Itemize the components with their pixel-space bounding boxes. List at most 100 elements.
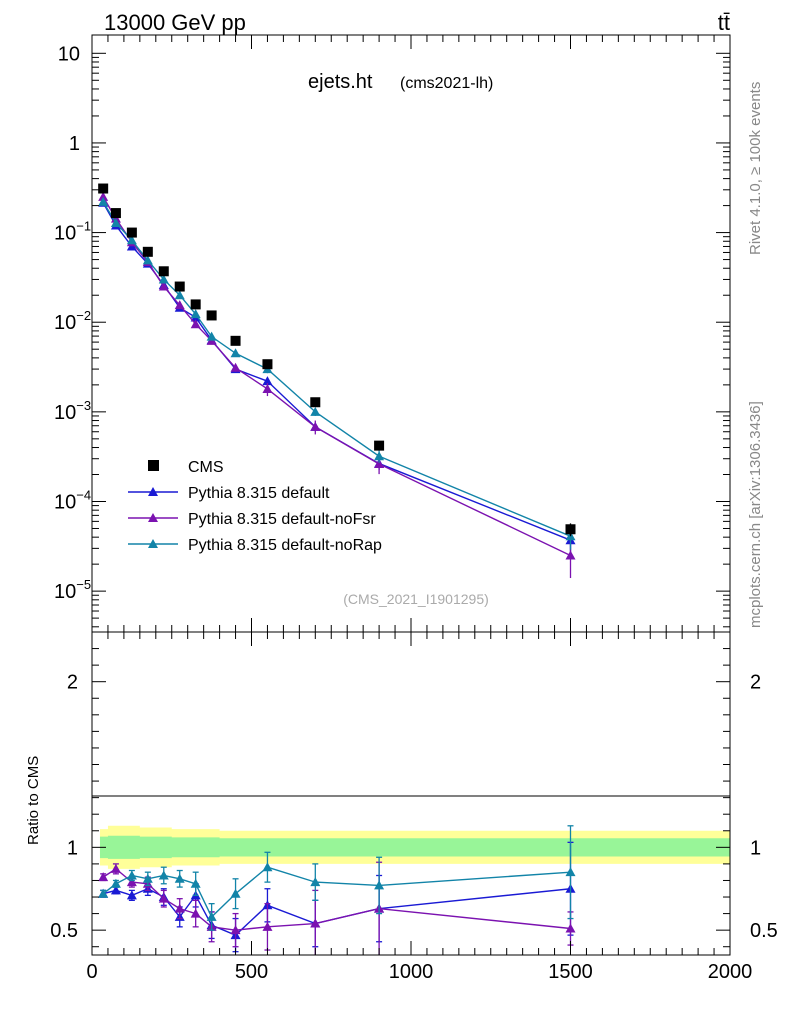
legend: CMS Pythia 8.315 default Pythia 8.315 defa… [128, 459, 382, 554]
point-noFsr [158, 281, 169, 291]
ratio-band-inner [99, 835, 731, 859]
point-data [174, 281, 185, 292]
ratio-y-tick-label: 2 [67, 672, 78, 694]
ratio-y-tick-label-right: 2 [750, 672, 761, 694]
ratio-point-noRap [142, 873, 153, 883]
main-y-tick-label: 10−1 [54, 219, 91, 245]
point-data [126, 227, 137, 238]
ratio-y-tick-label-right: 0.5 [750, 920, 778, 942]
series-line-noFsr [102, 196, 571, 557]
point-data [110, 208, 121, 219]
ratio-panel-frame [91, 631, 731, 956]
x-tick-label: 0 [86, 961, 97, 983]
ratio-point-noRap [262, 862, 273, 872]
main-axes: 10 1 10−1 10−2 10−3 10−4 10−5 [54, 35, 731, 632]
ratio-point-noRap [310, 877, 321, 887]
point-noRap [174, 290, 185, 300]
ratio-point-noRap [230, 888, 241, 898]
ratio-point-noRap [110, 878, 121, 888]
main-y-tick-label: 1 [69, 133, 80, 155]
point-noFsr [374, 458, 385, 468]
ratio-data-marks [98, 825, 576, 955]
main-y-tick-exponent: −2 [76, 308, 91, 323]
point-data [310, 397, 321, 408]
ratio-point-noRap [98, 888, 109, 898]
ratio-uncertainty-band [99, 825, 731, 869]
legend-marker-noRap [148, 539, 158, 548]
point-data [230, 335, 241, 346]
main-y-tick-label: 10−2 [54, 308, 91, 334]
ratio-point-default [126, 890, 137, 900]
ratio-line-default [102, 887, 571, 936]
ratio-y-tick-label: 0.5 [50, 920, 78, 942]
ratio-point-noFsr [110, 863, 121, 873]
main-data-marks [98, 183, 576, 579]
legend-label-data: CMS [188, 459, 224, 476]
main-y-tick-label: 10−5 [54, 577, 91, 603]
main-y-tick-exponent: −1 [76, 219, 91, 234]
ratio-point-noRap [126, 870, 137, 880]
ratio-axes: 0.5 0.5 1 1 2 2 0 500 1000 1500 2000 [50, 632, 778, 983]
mcplots-label: mcplots.cern.ch [arXiv:1306.3436] [747, 401, 764, 628]
legend-label-noFsr: Pythia 8.315 default-noFsr [188, 511, 376, 528]
chart-subtitle: (cms2021-lh) [400, 75, 493, 92]
analysis-watermark: (CMS_2021_I1901295) [343, 591, 489, 607]
point-noRap [98, 196, 109, 206]
main-y-tick-label: 10−3 [54, 398, 91, 424]
rivet-version-label: Rivet 4.1.0, ≥ 100k events [747, 82, 764, 255]
point-noRap [190, 309, 201, 319]
legend-marker-data [148, 460, 159, 471]
point-noFsr [190, 319, 201, 329]
x-tick-label: 1500 [548, 961, 593, 983]
ratio-y-axis-label: Ratio to CMS [25, 756, 42, 845]
point-data [190, 299, 201, 310]
ratio-point-noRap [158, 870, 169, 880]
point-noRap [110, 217, 121, 227]
main-y-tick-exponent: −3 [76, 398, 91, 413]
point-noRap [310, 406, 321, 416]
ratio-point-noFsr [126, 877, 137, 887]
ratio-y-tick-label: 1 [67, 837, 78, 859]
point-data [565, 524, 576, 535]
point-data [374, 440, 385, 451]
ratio-point-noFsr [310, 918, 321, 928]
legend-label-default: Pythia 8.315 default [188, 485, 330, 502]
point-default [262, 376, 273, 386]
legend-marker-noFsr [148, 513, 158, 522]
ratio-point-noRap [190, 878, 201, 888]
main-y-tick-label: 10−4 [54, 487, 91, 513]
series-line-default [102, 202, 571, 541]
ratio-point-noRap [374, 880, 385, 890]
point-noFsr [230, 362, 241, 372]
ratio-point-noRap [206, 911, 217, 921]
main-y-tick-exponent: −4 [76, 487, 91, 502]
point-data [158, 266, 169, 277]
ratio-point-noFsr [565, 923, 576, 933]
ratio-point-default [110, 885, 121, 895]
series-line-noRap [102, 201, 571, 537]
point-noRap [158, 274, 169, 284]
point-noRap [126, 235, 137, 245]
x-tick-label: 500 [235, 961, 268, 983]
ratio-panel: 0.5 0.5 1 1 2 2 0 500 1000 1500 2000 Ratio to CMS [25, 631, 778, 983]
ratio-point-noFsr [158, 893, 169, 903]
ratio-y-tick-label-right: 1 [750, 837, 761, 859]
point-noFsr [98, 191, 109, 201]
legend-marker-default [148, 487, 158, 496]
point-noRap [142, 255, 153, 265]
point-noFsr [310, 421, 321, 431]
point-noRap [206, 331, 217, 341]
main-panel: 10 1 10−1 10−2 10−3 10−4 10−5 ejets.ht (cms202… [54, 34, 731, 633]
chart-title: ejets.ht [308, 71, 373, 93]
point-noFsr [565, 550, 576, 560]
ratio-point-noFsr [174, 903, 185, 913]
ratio-point-noRap [565, 867, 576, 877]
x-tick-label: 2000 [708, 961, 753, 983]
point-noRap [374, 451, 385, 461]
point-noFsr [262, 383, 273, 393]
ratio-point-noRap [174, 873, 185, 883]
point-noRap [230, 348, 241, 358]
header-left-title: 13000 GeV pp [104, 10, 246, 35]
point-data [142, 246, 153, 257]
